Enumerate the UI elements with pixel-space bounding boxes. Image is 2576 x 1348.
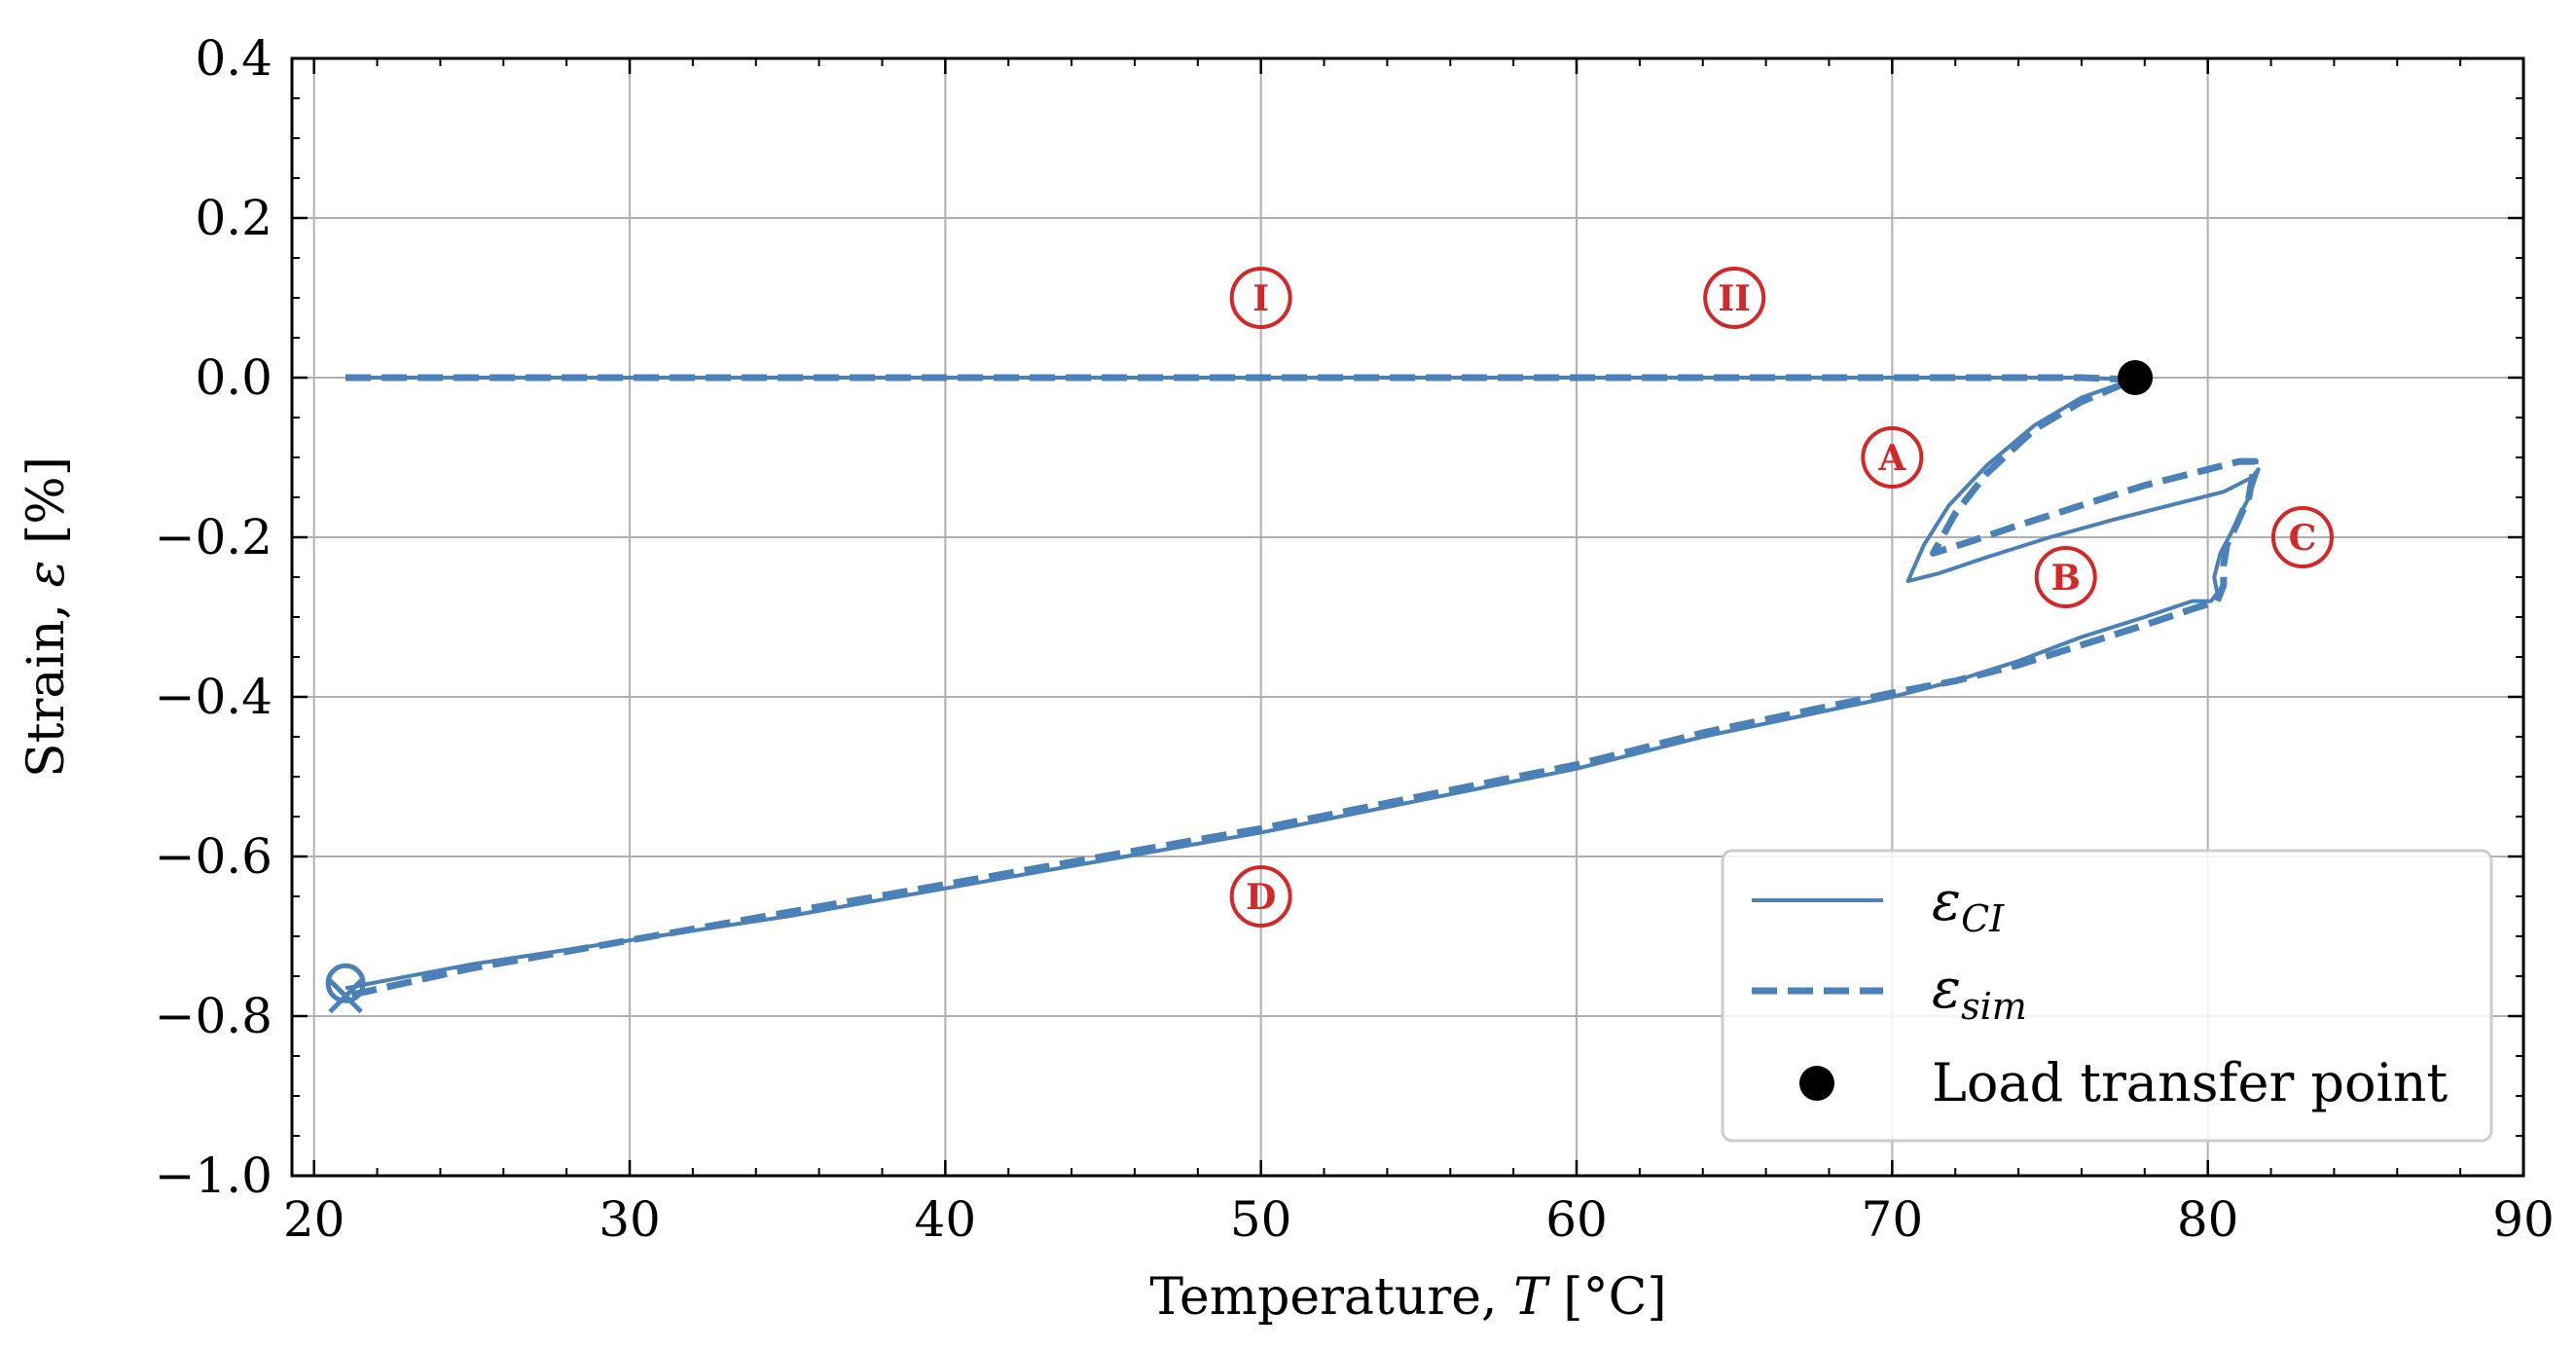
x-tick-label: 90 — [2492, 1191, 2555, 1248]
x-tick-label: 80 — [2177, 1191, 2239, 1248]
y-tick-labels: 0.4 0.2 0.0 −0.2 −0.4 −0.6 −0.8 −1.0 — [155, 30, 272, 1204]
region-label: II — [1718, 278, 1751, 319]
y-tick-label: 0.0 — [195, 349, 272, 406]
region-marker-circle — [1229, 865, 1292, 928]
end-marker — [328, 978, 363, 1014]
legend: εCI εsim Load transfer point — [1721, 849, 2493, 1143]
legend-entry-sim: εsim — [1932, 958, 2027, 1028]
legend-box — [1721, 849, 2493, 1143]
axis-ticks — [292, 56, 2525, 1178]
x-tick-label: 20 — [283, 1191, 345, 1248]
x-tick-label: 70 — [1862, 1191, 1924, 1248]
region-marker-circle — [2270, 506, 2334, 568]
y-tick-label: −1.0 — [155, 1148, 272, 1204]
x-tick-label: 50 — [1230, 1191, 1292, 1248]
marker-layer — [325, 360, 2154, 1014]
y-tick-label: 0.2 — [195, 190, 272, 246]
x-tick-label: 60 — [1545, 1191, 1608, 1248]
x-axis-label: Temperature, T [°C] — [1149, 1268, 1666, 1327]
y-tick-label: 0.4 — [195, 30, 272, 87]
load-transfer-point-marker — [2118, 360, 2154, 395]
y-tick-label: −0.6 — [155, 828, 272, 885]
region-marker-circle — [1703, 267, 1766, 329]
series-line-sim — [345, 374, 2259, 1000]
region-label: C — [2289, 518, 2317, 559]
x-tick-labels: 20 30 40 50 60 70 80 90 — [283, 1191, 2555, 1248]
y-tick-label: −0.4 — [155, 669, 272, 725]
region-marker-circle — [1229, 267, 1292, 329]
start-marker — [325, 963, 366, 1003]
y-tick-label: −0.8 — [155, 988, 272, 1044]
region-marker-circle — [1861, 426, 1924, 489]
series-layer — [345, 374, 2261, 1000]
y-tick-label: −0.2 — [155, 509, 272, 565]
y-axis-label: Strain, ε [%] — [18, 456, 76, 778]
region-label: A — [1877, 438, 1906, 479]
legend-point-swatch — [1799, 1066, 1834, 1101]
x-tick-label: 30 — [599, 1191, 661, 1248]
legend-entry-load-transfer: Load transfer point — [1932, 1052, 2449, 1113]
legend-entry-ci: εCI — [1932, 870, 2005, 940]
region-label: I — [1252, 278, 1269, 319]
region-label: D — [1246, 877, 1276, 918]
x-tick-label: 40 — [915, 1191, 977, 1248]
region-label: B — [2051, 558, 2081, 599]
region-marker-circle — [2034, 546, 2097, 608]
